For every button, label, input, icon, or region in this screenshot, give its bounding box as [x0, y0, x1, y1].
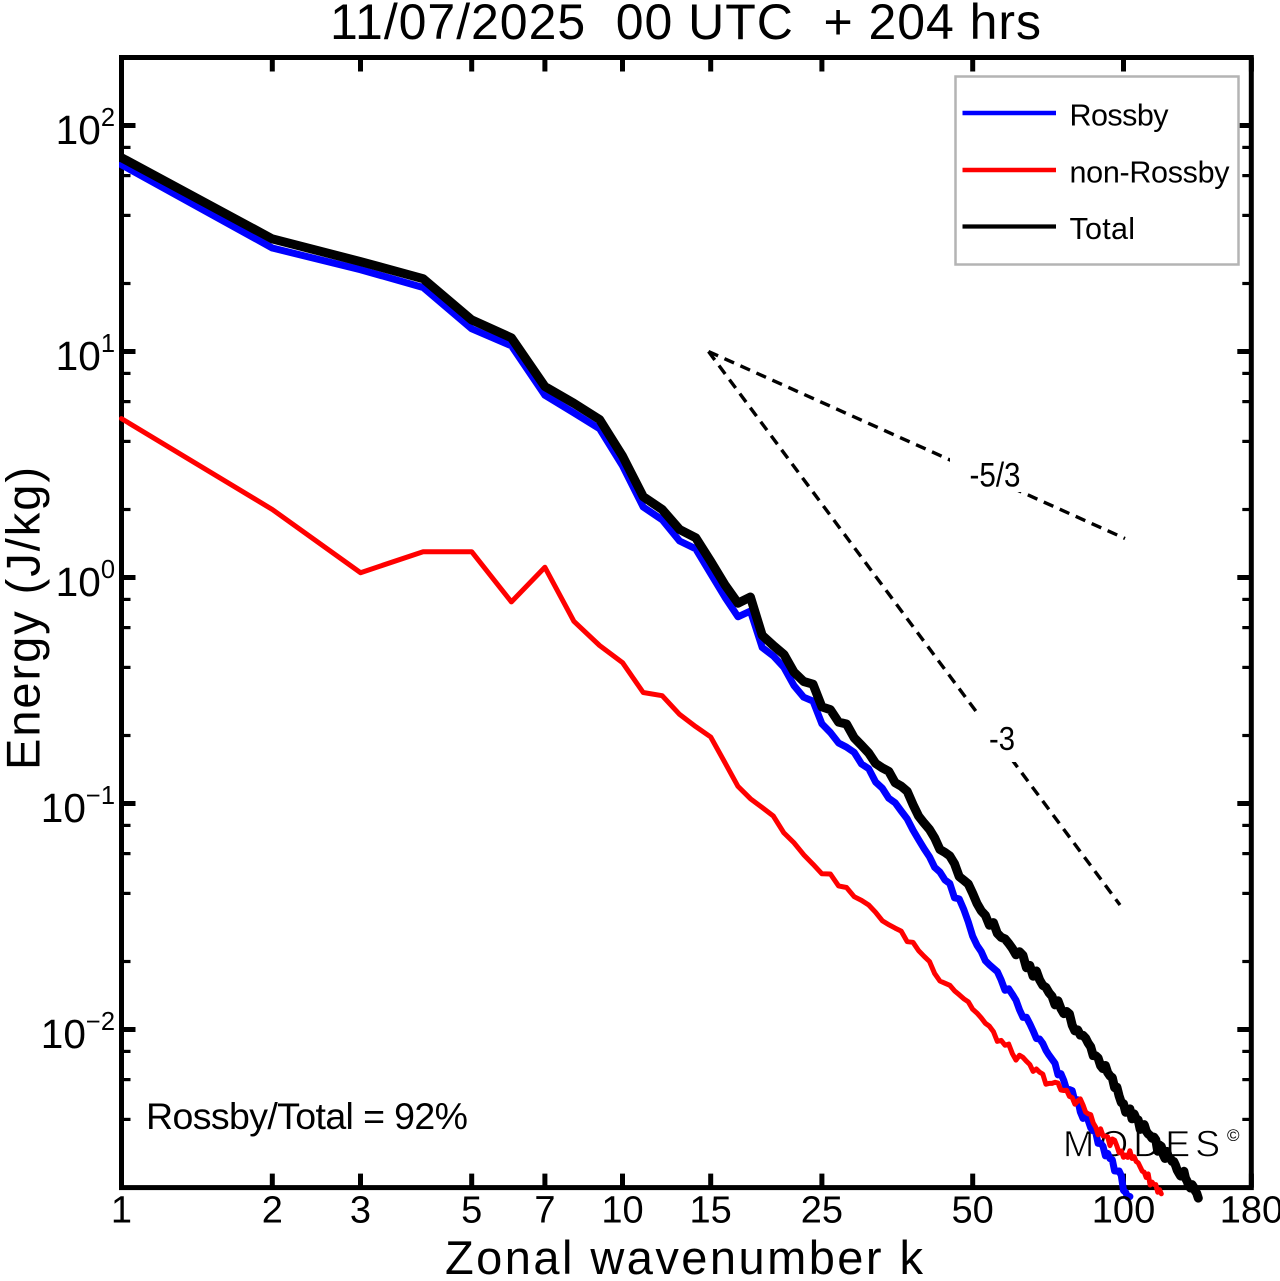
svg-text:Total: Total — [1070, 212, 1136, 246]
svg-text:2: 2 — [262, 1190, 283, 1232]
svg-text:10−2: 10−2 — [41, 1008, 115, 1057]
svg-text:180: 180 — [1220, 1190, 1280, 1232]
svg-text:100: 100 — [56, 556, 115, 605]
svg-text:1: 1 — [111, 1190, 132, 1232]
svg-text:©: © — [1227, 1126, 1240, 1145]
svg-text:11/07/2025 00 UTC + 204 hrs: 11/07/2025 00 UTC + 204 hrs — [330, 0, 1041, 50]
svg-text:Rossby/Total = 92%: Rossby/Total = 92% — [146, 1095, 468, 1137]
svg-text:7: 7 — [534, 1190, 555, 1232]
svg-text:Rossby: Rossby — [1070, 98, 1170, 132]
svg-text:10−1: 10−1 — [41, 782, 115, 831]
svg-text:Zonal wavenumber k: Zonal wavenumber k — [445, 1231, 924, 1281]
svg-text:-3: -3 — [989, 720, 1015, 757]
svg-text:10: 10 — [601, 1190, 643, 1232]
svg-text:3: 3 — [350, 1190, 371, 1232]
svg-text:100: 100 — [1092, 1190, 1155, 1232]
svg-text:-5/3: -5/3 — [970, 457, 1021, 495]
svg-text:50: 50 — [952, 1190, 994, 1232]
svg-text:5: 5 — [461, 1190, 482, 1232]
svg-text:25: 25 — [801, 1190, 843, 1232]
svg-text:Energy (J/kg): Energy (J/kg) — [0, 467, 50, 770]
svg-text:102: 102 — [56, 104, 115, 153]
svg-text:101: 101 — [56, 330, 115, 379]
svg-text:15: 15 — [690, 1190, 732, 1232]
svg-text:non-Rossby: non-Rossby — [1070, 155, 1231, 189]
